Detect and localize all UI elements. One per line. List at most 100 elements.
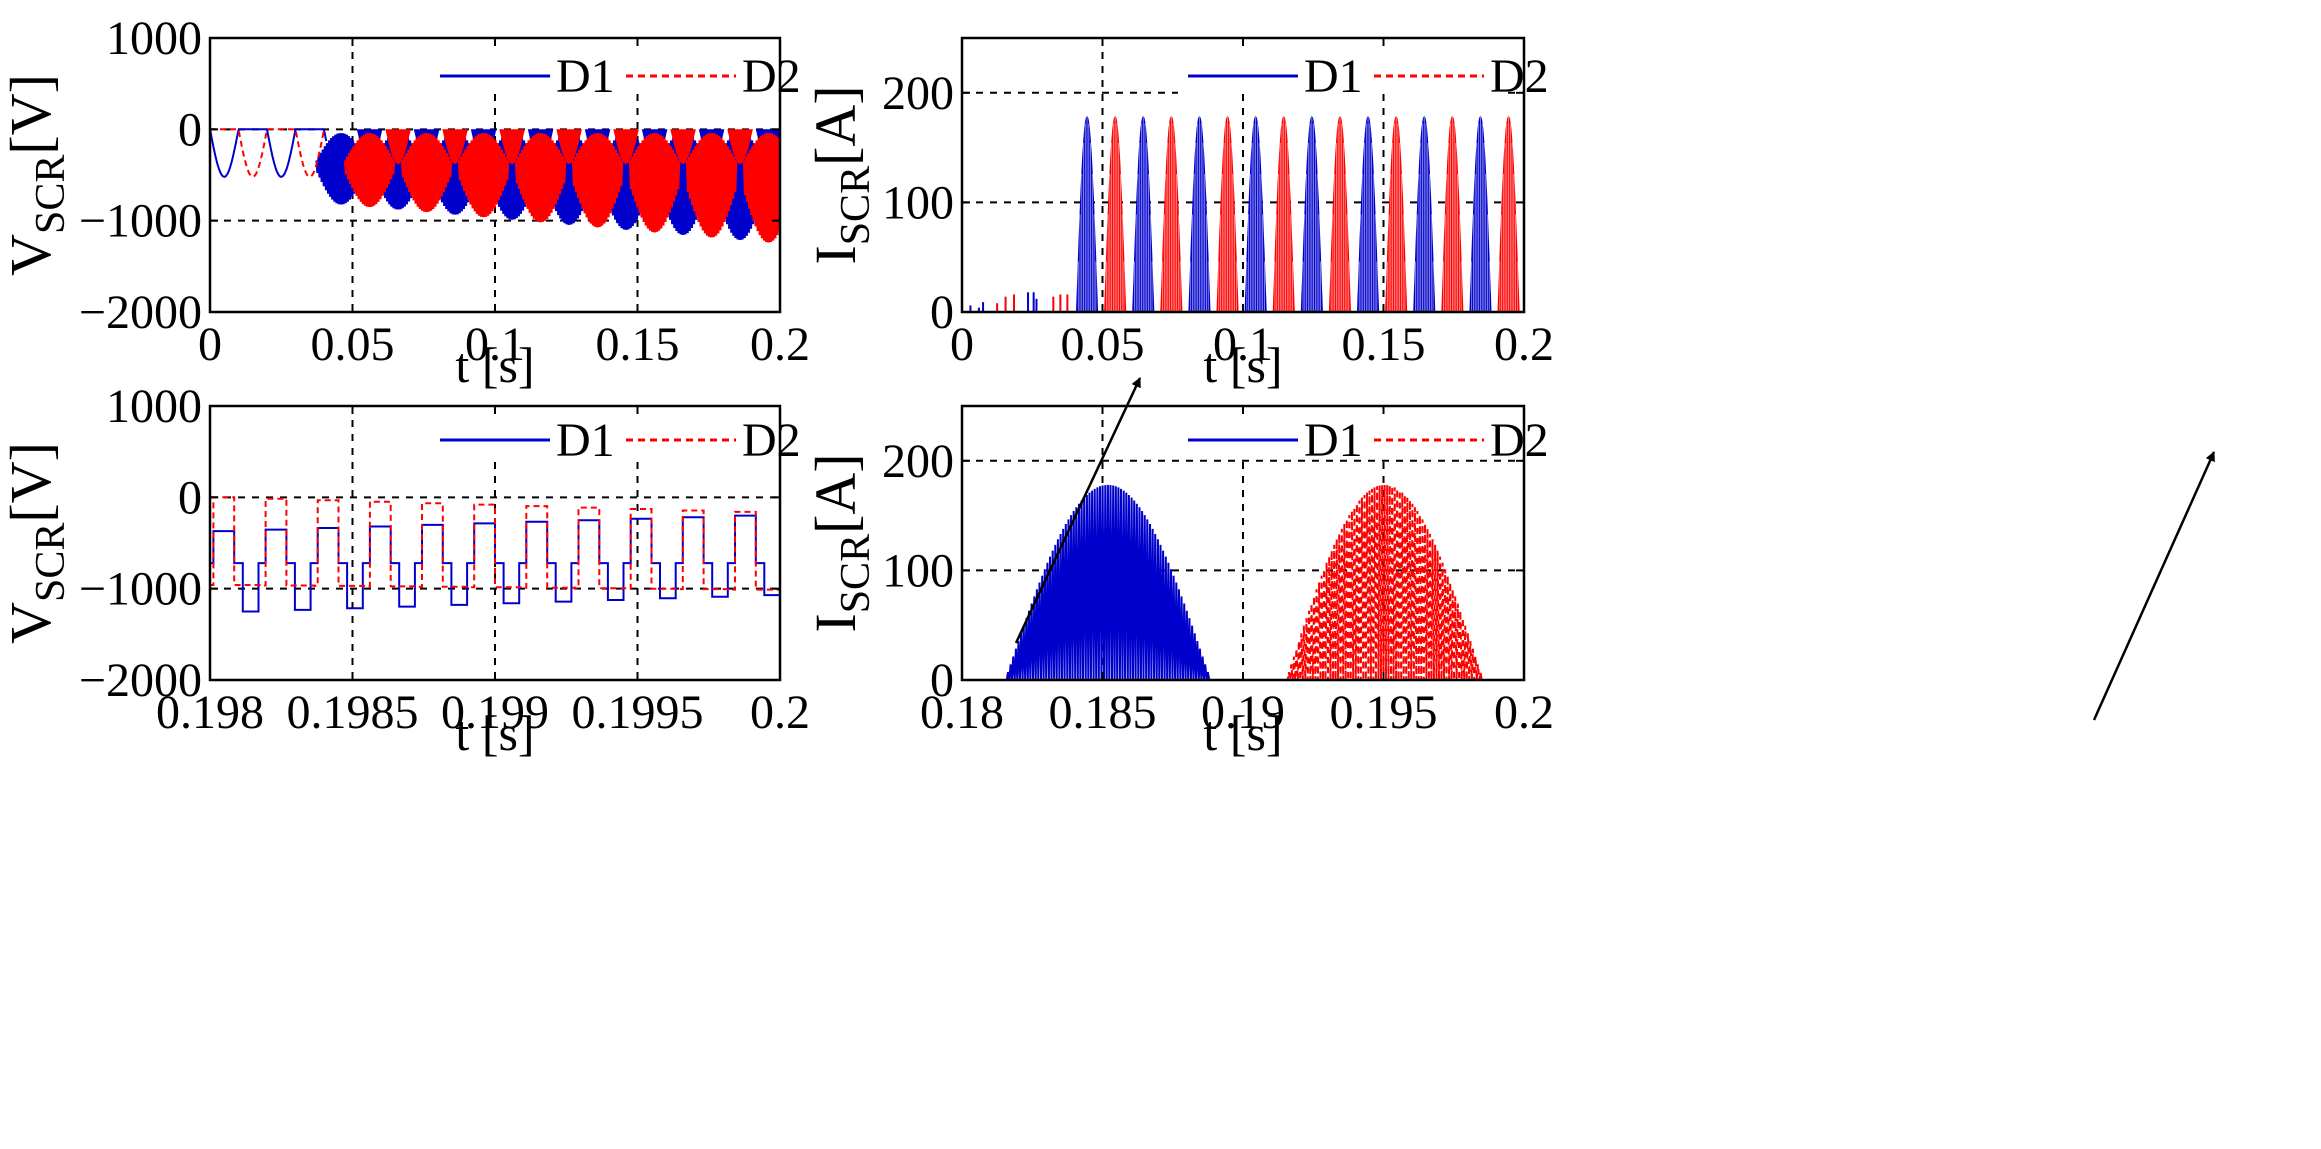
y-axis-unit: [A] [803,453,868,534]
x-axis-label: t [s] [1203,705,1282,761]
y-axis-symbol: I [803,613,868,632]
series-d1-line [210,514,780,613]
ticks: 0 0.05 0.1 0.15 0.2 0 100 200 [882,38,1554,371]
y-axis-unit: [V] [0,74,63,155]
legend: D1 D2 [430,406,801,467]
series-d2-burst-cap [727,129,753,164]
series-d2-line [1285,484,1483,680]
y-axis-label: ISCR[A] [803,85,879,264]
y-tick-label: 200 [882,435,954,488]
series-d2-burst-cap [556,129,582,164]
x-tick-label: 0.199 [441,686,549,739]
series-d2-line [210,496,780,591]
chart-bottom-left: D1 D20.198 0.1985 0.199 0.1995 0.2−2000−10000… [0,380,810,761]
y-axis-unit: [V] [0,442,63,523]
x-tick-label: 0.18 [920,686,1004,739]
legend-label-d2: D2 [1490,414,1549,467]
series-d2-burst-cap [499,129,525,164]
y-tick-label: 1000 [106,380,202,433]
series-d2 [210,128,780,243]
y-tick-label: −1000 [79,195,202,248]
y-axis-label: VSCR[V] [0,442,74,644]
series-d2-burst-lobe [467,178,500,218]
x-axis-label: t [s] [455,337,534,393]
y-tick-label: 1000 [106,12,202,65]
legend-label-d1: D1 [556,50,615,103]
series-d1-burst-lobe [382,173,414,210]
y-tick-label: 100 [882,176,954,229]
legend-label-d2: D2 [742,414,801,467]
series-d1-burst-lobe [439,176,471,215]
y-axis-label: ISCR[A] [803,453,879,632]
series-d1-burst-lobe [724,192,756,240]
y-axis-subscript: SCR [28,155,74,234]
x-tick-label: 0.2 [1494,318,1554,371]
x-tick-label: 0.185 [1049,686,1157,739]
x-tick-label: 0 [950,318,974,371]
x-tick-label: 0.1 [465,318,525,371]
x-tick-label: 0.1 [1213,318,1273,371]
chart-bottom-right: D1 D2 0.18 0.185 0.19 0.195 0.2 0 100 200 t [s] ISC… [803,404,1554,761]
y-tick-label: −2000 [79,654,202,707]
y-axis-symbol: V [0,234,63,276]
series-d2-burst-cap [442,129,468,164]
x-tick-label: 0.198 [156,686,264,739]
series-d1-line [1004,484,1211,680]
y-tick-label: 200 [882,67,954,120]
zoom-annotations [1014,377,2216,721]
x-tick-label: 0.195 [1330,686,1438,739]
y-tick-label: 0 [930,654,954,707]
series-d1-burst-lobe [610,186,642,230]
series-d1-burst-lobe [553,182,585,225]
series-d2-burst-lobe [695,190,728,238]
series-d2-burst-lobe [410,175,443,213]
series-d2 [996,116,1520,312]
series-d2-burst-lobe [353,172,386,207]
series-d1-line [210,128,328,178]
zoom-arrow-current [2092,451,2216,721]
y-tick-label: −2000 [79,286,202,339]
x-axis-label: t [s] [455,705,534,761]
y-axis-subscript: SCR [28,523,74,602]
series-d1-burst-lobe [667,189,699,235]
series-d2 [210,496,780,591]
series-d1-burst-lobe [496,179,528,220]
y-tick-label: 0 [930,286,954,339]
y-axis-subscript: SCR [833,534,879,613]
legend: D1 D2 [1178,406,1549,467]
series-d2 [1285,484,1483,680]
legend: D1 D2 [1178,42,1549,103]
legend-label-d1: D1 [1304,414,1363,467]
y-axis-symbol: I [803,245,868,264]
ticks: 0 0.05 0.1 0.15 0.2 −2000 −1000 0 1000 [79,12,810,371]
series-d2-burst-lobe [524,181,557,223]
x-tick-label: 0 [198,318,222,371]
x-tick-label: 0.2 [750,318,810,371]
series-d2-burst-cap [613,129,639,164]
series-d1 [969,116,1492,312]
y-axis-unit: [A] [803,85,868,166]
legend: D1 D2 [430,42,801,103]
x-axis-label: t [s] [1203,337,1282,393]
series-d2-burst-lobe [752,193,780,243]
series-d2-burst-lobe [638,187,671,233]
ticks: 0.198 0.1985 0.199 0.1995 0.2 −2000 −1000 0 1000 [79,380,810,739]
x-tick-label: 0.2 [750,686,810,739]
legend-label-d1: D1 [1304,50,1363,103]
x-tick-label: 0.15 [1342,318,1426,371]
legend-label-d2: D2 [1490,50,1549,103]
series-d1 [1004,484,1211,680]
series-d2-line [210,128,327,178]
x-tick-label: 0.19 [1201,686,1285,739]
y-tick-label: 100 [882,544,954,597]
y-tick-label: 0 [178,103,202,156]
y-axis-symbol: V [0,602,63,644]
x-tick-label: 0.05 [1061,318,1145,371]
series-d2-burst-cap [385,129,411,164]
chart-top-right: D1 D2 0 0.05 0.1 0.15 0.2 0 100 200 t [s] ISCR[A] [803,36,1554,393]
y-tick-label: 0 [178,471,202,524]
x-tick-label: 0.05 [311,318,395,371]
x-tick-label: 0.15 [596,318,680,371]
ticks: 0.18 0.185 0.19 0.195 0.2 0 100 200 [882,406,1554,739]
